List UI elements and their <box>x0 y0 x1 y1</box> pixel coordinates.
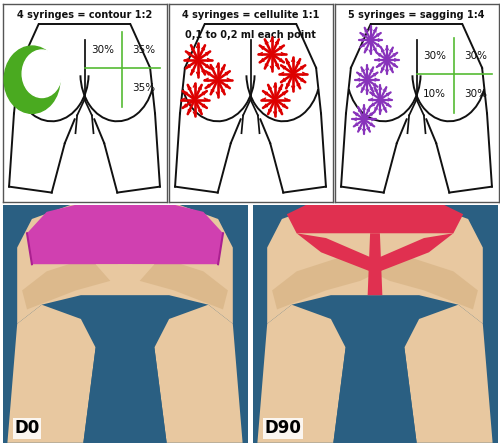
Text: 35%: 35% <box>132 83 155 93</box>
Text: 30%: 30% <box>464 51 487 61</box>
Text: 30%: 30% <box>464 89 487 98</box>
Circle shape <box>22 50 62 97</box>
Text: D90: D90 <box>265 419 302 437</box>
Polygon shape <box>380 233 454 271</box>
Text: 10%: 10% <box>423 89 446 98</box>
Polygon shape <box>272 257 375 309</box>
Polygon shape <box>96 264 154 291</box>
Polygon shape <box>84 316 166 443</box>
Text: 30%: 30% <box>91 45 114 55</box>
Polygon shape <box>8 305 96 443</box>
Text: 0,1 to 0,2 ml each point: 0,1 to 0,2 ml each point <box>185 30 316 40</box>
Polygon shape <box>287 198 463 233</box>
Text: 5 syringes = sagging 1:4: 5 syringes = sagging 1:4 <box>348 10 485 20</box>
Polygon shape <box>368 233 382 295</box>
Text: 4 syringes = contour 1:2: 4 syringes = contour 1:2 <box>17 10 152 20</box>
Circle shape <box>4 46 60 113</box>
Polygon shape <box>17 200 233 324</box>
Text: 30%: 30% <box>423 51 446 61</box>
Polygon shape <box>375 257 478 309</box>
Polygon shape <box>334 316 416 443</box>
Polygon shape <box>404 305 492 443</box>
Polygon shape <box>125 257 228 309</box>
Text: D0: D0 <box>15 419 40 437</box>
Polygon shape <box>296 233 370 271</box>
Polygon shape <box>154 305 242 443</box>
Text: 35%: 35% <box>132 45 155 55</box>
Text: 4 syringes = cellulite 1:1: 4 syringes = cellulite 1:1 <box>182 10 319 20</box>
Polygon shape <box>267 200 483 324</box>
Polygon shape <box>27 200 223 264</box>
Polygon shape <box>258 305 346 443</box>
Polygon shape <box>22 257 125 309</box>
